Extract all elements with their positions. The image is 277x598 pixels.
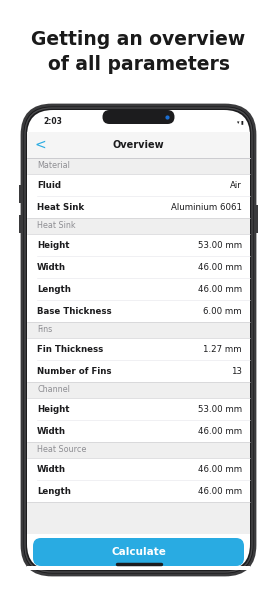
Text: 46.00 mm: 46.00 mm	[198, 285, 242, 294]
Bar	[27, 256, 250, 278]
Text: Channel: Channel	[37, 386, 70, 395]
Text: Aluminium 6061: Aluminium 6061	[171, 203, 242, 212]
Bar	[27, 360, 250, 382]
Text: 13: 13	[231, 367, 242, 376]
Text: Length: Length	[37, 285, 71, 294]
Bar	[27, 158, 250, 534]
Text: 53.00 mm: 53.00 mm	[198, 404, 242, 413]
Bar	[27, 278, 250, 300]
Text: Heat Source: Heat Source	[37, 446, 86, 454]
Bar	[27, 300, 250, 322]
Text: Width: Width	[37, 263, 66, 271]
Text: Height: Height	[37, 404, 70, 413]
Text: Getting an overview
of all parameters: Getting an overview of all parameters	[31, 30, 246, 74]
Bar	[27, 338, 250, 360]
Text: 46.00 mm: 46.00 mm	[198, 263, 242, 271]
Bar	[27, 442, 250, 458]
Bar	[27, 382, 250, 398]
Bar	[27, 566, 250, 570]
Text: 1.27 mm: 1.27 mm	[203, 344, 242, 353]
FancyBboxPatch shape	[33, 538, 244, 566]
Text: Heat Sink: Heat Sink	[37, 203, 84, 212]
Text: 46.00 mm: 46.00 mm	[198, 465, 242, 474]
Bar	[27, 322, 250, 338]
Text: 6.00 mm: 6.00 mm	[203, 307, 242, 316]
Text: Overview: Overview	[113, 140, 164, 150]
FancyBboxPatch shape	[27, 110, 250, 570]
Bar	[27, 218, 250, 234]
Text: Heat Sink: Heat Sink	[37, 221, 76, 230]
Text: Number of Fins: Number of Fins	[37, 367, 112, 376]
Bar	[27, 196, 250, 218]
Text: 46.00 mm: 46.00 mm	[198, 426, 242, 435]
Text: Height: Height	[37, 240, 70, 249]
Text: Width: Width	[37, 465, 66, 474]
Text: 2:03: 2:03	[43, 117, 62, 126]
FancyBboxPatch shape	[22, 105, 255, 575]
Text: 53.00 mm: 53.00 mm	[198, 240, 242, 249]
Text: Air: Air	[230, 181, 242, 190]
Bar	[19, 185, 22, 203]
Text: Width: Width	[37, 426, 66, 435]
Text: Calculate: Calculate	[111, 547, 166, 557]
Text: Material: Material	[37, 161, 70, 170]
Bar	[27, 502, 250, 534]
Text: 46.00 mm: 46.00 mm	[198, 487, 242, 496]
Bar	[19, 215, 22, 233]
Text: Fin Thickness: Fin Thickness	[37, 344, 103, 353]
Bar	[27, 458, 250, 480]
Bar	[27, 174, 250, 196]
Text: Base Thickness: Base Thickness	[37, 307, 112, 316]
Text: Length: Length	[37, 487, 71, 496]
Bar	[27, 480, 250, 502]
Bar	[255, 205, 258, 233]
Bar	[27, 234, 250, 256]
Text: Fluid: Fluid	[37, 181, 61, 190]
Bar	[27, 158, 250, 174]
Text: Fins: Fins	[37, 325, 52, 334]
Bar	[27, 132, 250, 158]
Text: <: <	[35, 138, 47, 152]
Bar	[27, 420, 250, 442]
Text: ▾ ▮: ▾ ▮	[237, 119, 244, 124]
FancyBboxPatch shape	[102, 110, 175, 124]
Bar	[27, 398, 250, 420]
